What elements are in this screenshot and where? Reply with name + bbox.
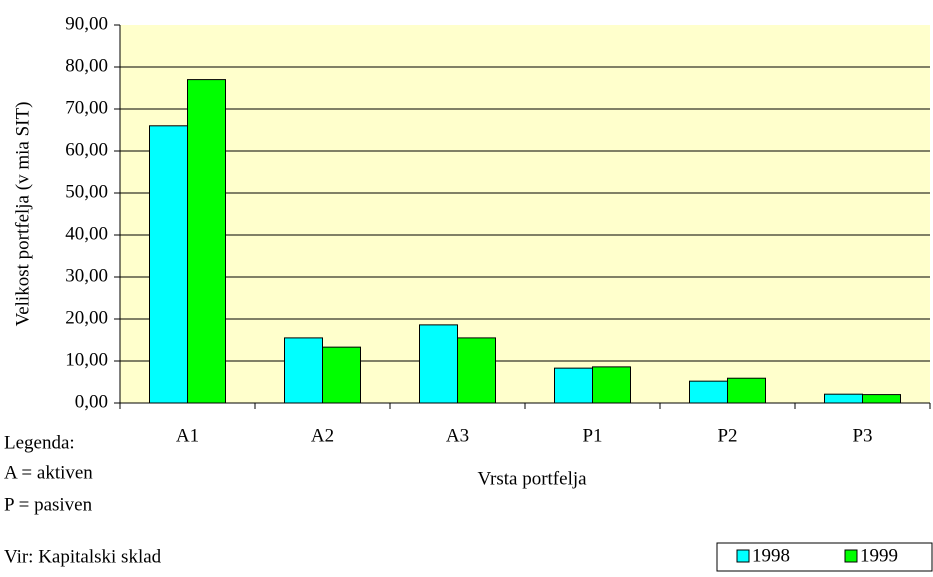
bar bbox=[149, 125, 188, 404]
legend-swatch bbox=[736, 549, 750, 563]
annotation: A = aktiven bbox=[4, 462, 93, 483]
x-tick-label: P2 bbox=[717, 425, 737, 446]
x-axis-label: Vrsta portfelja bbox=[477, 468, 587, 489]
annotation: Vir: Kapitalski sklad bbox=[4, 546, 162, 567]
bar bbox=[457, 337, 496, 404]
bar bbox=[862, 394, 901, 404]
bar bbox=[592, 366, 631, 404]
y-tick-label: 80,00 bbox=[65, 55, 108, 76]
y-axis-label: Velikost portfelja (v mia SIT) bbox=[12, 102, 33, 327]
legend-label: 1998 bbox=[752, 545, 790, 566]
bar bbox=[824, 393, 863, 404]
bar bbox=[322, 346, 361, 404]
x-tick-label: P3 bbox=[852, 425, 872, 446]
x-tick-label: A3 bbox=[446, 425, 469, 446]
bar bbox=[554, 367, 593, 404]
x-tick-label: A2 bbox=[311, 425, 334, 446]
bar bbox=[689, 380, 728, 404]
y-tick-label: 70,00 bbox=[65, 97, 108, 118]
bar bbox=[284, 337, 323, 404]
y-tick-label: 0,00 bbox=[75, 391, 108, 412]
y-tick-label: 30,00 bbox=[65, 265, 108, 286]
y-tick-label: 60,00 bbox=[65, 139, 108, 160]
plot-area bbox=[120, 25, 930, 403]
legend-swatch bbox=[844, 549, 858, 563]
x-tick-label: A1 bbox=[176, 425, 199, 446]
y-tick-label: 20,00 bbox=[65, 307, 108, 328]
annotation: Legenda: bbox=[4, 432, 75, 453]
annotation: P = pasiven bbox=[4, 494, 93, 515]
bar bbox=[187, 79, 226, 404]
x-tick-label: P1 bbox=[582, 425, 602, 446]
y-tick-label: 40,00 bbox=[65, 223, 108, 244]
y-tick-label: 90,00 bbox=[65, 13, 108, 34]
y-tick-label: 10,00 bbox=[65, 349, 108, 370]
y-tick-label: 50,00 bbox=[65, 181, 108, 202]
legend-box bbox=[716, 542, 933, 572]
legend-label: 1999 bbox=[860, 545, 898, 566]
bar bbox=[727, 377, 766, 404]
bar bbox=[419, 324, 458, 404]
